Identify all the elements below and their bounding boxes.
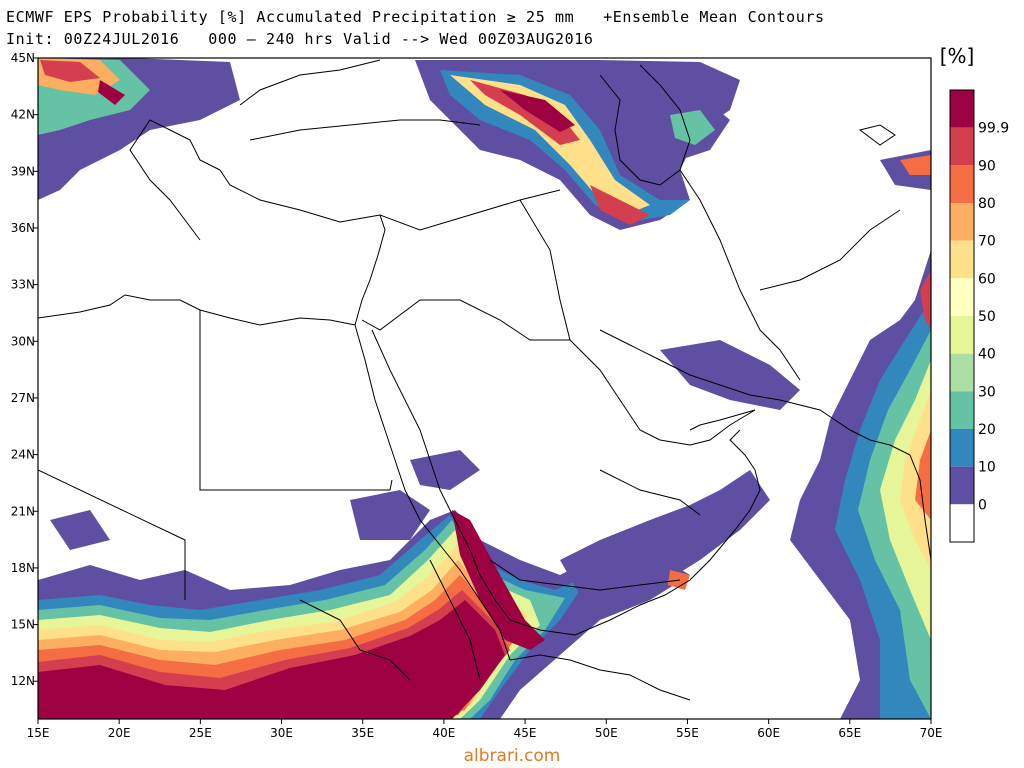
colorbar-label: 50 <box>978 309 996 325</box>
x-tick-label: 15E <box>27 726 50 740</box>
x-axis: 15E 20E 25E 30E 35E 40E 45E 50E 55E 60E 65E 70E <box>27 719 943 740</box>
y-axis: 45N 42N 39N 36N 33N 30N 27N 24N 21N 18N 15N 12N <box>11 51 38 688</box>
map-frame <box>37 57 932 720</box>
colorbar-swatch <box>950 240 974 279</box>
x-tick-label: 60E <box>757 726 780 740</box>
coastlines <box>38 59 931 701</box>
colorbar-frame <box>949 89 975 543</box>
colorbar-swatch <box>950 429 974 467</box>
y-tick-label: 12N <box>11 674 35 688</box>
colorbar-unit-label: [%] <box>939 44 975 68</box>
colorbar-label: 80 <box>978 196 996 212</box>
colorbar-label: 20 <box>978 422 996 438</box>
colorbar: 99.9 90 80 70 60 50 40 30 20 10 0 <box>949 89 1009 543</box>
watermark: albrari.com <box>463 746 561 766</box>
x-tick-label: 30E <box>270 726 293 740</box>
colorbar-label: 0 <box>978 497 987 513</box>
y-tick-label: 21N <box>11 504 35 518</box>
colorbar-swatch <box>950 127 974 166</box>
y-tick-label: 30N <box>11 334 35 348</box>
chart-title: ECMWF EPS Probability [%] Accumulated Pr… <box>6 8 825 26</box>
colorbar-swatch <box>950 165 974 203</box>
x-tick-label: 35E <box>351 726 374 740</box>
colorbar-label: 70 <box>978 234 996 250</box>
y-tick-label: 27N <box>11 391 35 405</box>
colorbar-swatch <box>950 466 974 505</box>
x-tick-label: 20E <box>108 726 131 740</box>
colorbar-label: 99.9 <box>978 121 1009 137</box>
colorbar-label: 90 <box>978 158 996 174</box>
y-tick-label: 24N <box>11 448 35 462</box>
x-tick-label: 55E <box>676 726 699 740</box>
x-tick-label: 65E <box>838 726 861 740</box>
y-tick-label: 45N <box>11 51 35 65</box>
x-tick-label: 40E <box>432 726 455 740</box>
chart-subtitle: Init: 00Z24JUL2016 000 – 240 hrs Valid -… <box>6 30 594 48</box>
colorbar-swatch <box>950 203 974 241</box>
colorbar-label: 10 <box>978 460 996 476</box>
y-tick-label: 33N <box>11 278 35 292</box>
y-tick-label: 36N <box>11 221 35 235</box>
colorbar-label: 40 <box>978 347 996 363</box>
colorbar-swatch <box>950 391 974 429</box>
y-tick-label: 42N <box>11 108 35 122</box>
y-tick-label: 15N <box>11 618 35 632</box>
colorbar-swatch <box>950 278 974 316</box>
colorbar-swatch <box>950 504 974 542</box>
colorbar-label: 30 <box>978 384 996 400</box>
colorbar-label: 60 <box>978 271 996 287</box>
colorbar-swatch <box>950 316 974 354</box>
x-tick-label: 45E <box>514 726 537 740</box>
y-tick-label: 39N <box>11 164 35 178</box>
colorbar-swatch <box>950 353 974 392</box>
precipitation-probability-field <box>38 58 931 719</box>
colorbar-swatch <box>950 90 974 128</box>
x-tick-label: 70E <box>920 726 943 740</box>
x-tick-label: 50E <box>595 726 618 740</box>
y-tick-label: 18N <box>11 561 35 575</box>
x-tick-label: 25E <box>189 726 212 740</box>
